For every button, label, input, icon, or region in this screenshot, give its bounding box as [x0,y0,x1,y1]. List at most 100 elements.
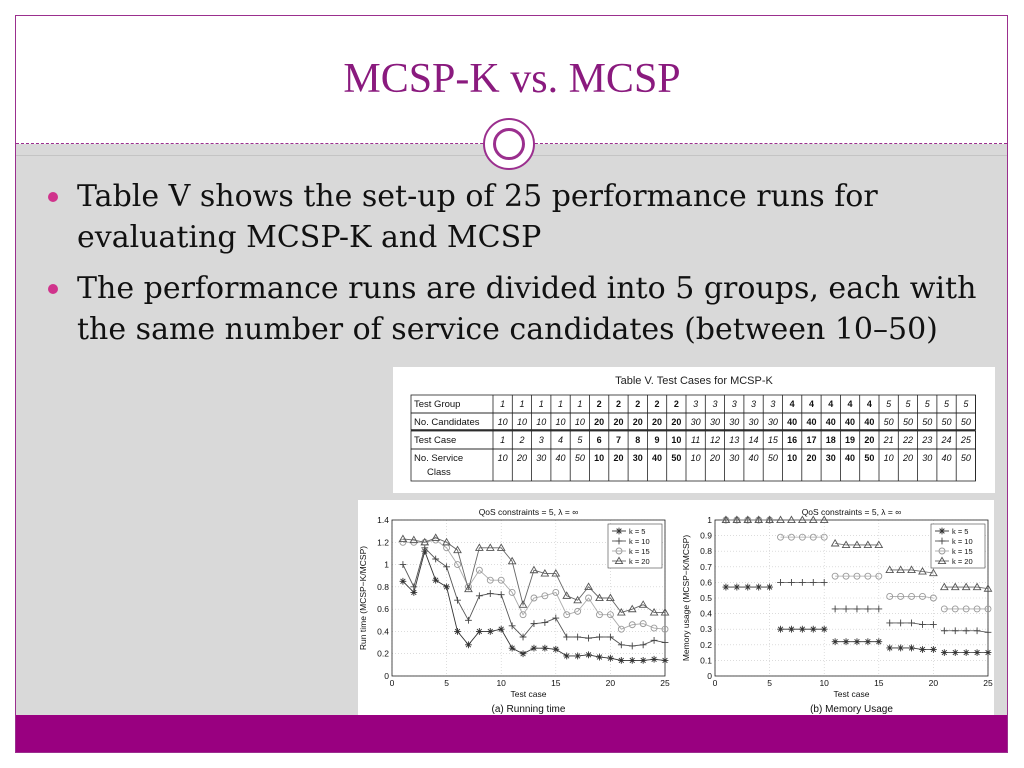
data-point-circle [563,611,571,619]
table-cell: 10 [536,417,546,427]
data-point-triangle [485,543,495,551]
data-point-plus [938,537,946,545]
data-point-triangle [442,537,451,546]
data-point-plus [454,596,461,604]
data-point-star [951,649,959,656]
data-point-triangle [765,515,774,524]
y-tick-label: 0.8 [377,582,389,592]
y-tick-label: 0.5 [700,593,712,603]
table-cell: 30 [922,453,932,463]
table-cell: 24 [941,435,952,445]
legend-label: k = 5 [629,527,645,536]
data-point-star [897,644,905,652]
table-cell: 20 [613,417,623,427]
data-point-star [596,653,603,661]
table-cell: 20 [671,417,681,427]
table-cell: 40 [806,417,816,427]
data-point-star [486,628,494,635]
table-cell: 21 [883,435,894,445]
data-point-star [820,625,828,633]
data-point-star [744,583,752,591]
data-point-triangle [918,566,927,575]
data-point-star [886,644,894,652]
table-cell: 7 [616,435,621,445]
data-point-plus [519,633,527,641]
table-cell: 4 [558,435,563,445]
data-point-star [973,649,981,656]
table-cell: 10 [594,453,604,463]
data-point-plus [777,579,784,586]
data-point-circle [864,572,872,580]
table-cell: 30 [536,453,546,463]
table-cell: 5 [886,399,892,409]
table-cell: 20 [806,453,816,463]
table-cell: 20 [902,453,913,463]
data-point-star [530,644,538,652]
series-circle [722,516,992,613]
data-point-plus [831,605,839,613]
series-triangle [398,533,670,616]
data-point-circle [628,621,636,629]
table-cell: 1 [519,399,524,409]
table-cell: 1 [500,435,505,445]
x-tick-label: 20 [606,678,616,688]
table-cell: 20 [633,417,643,427]
data-point-plus [607,633,614,641]
data-point-plus [853,605,861,613]
data-point-triangle [409,535,419,544]
data-point-plus [486,590,494,597]
data-point-star [831,638,839,646]
bullet-dot-icon [48,284,58,294]
y-axis-label: Run time (MCSP−K/MCSP) [358,546,368,650]
table-cell: 5 [577,435,583,445]
data-point-circle [798,533,806,541]
data-point-star [615,527,623,535]
series-line [889,596,934,599]
data-point-plus [530,620,538,628]
table-cell: 1 [500,399,505,409]
data-point-circle [940,605,948,613]
x-tick-label: 25 [660,678,670,688]
data-point-triangle [797,515,807,524]
data-point-triangle [732,515,742,524]
data-point-triangle [819,515,829,524]
legend-label: k = 10 [629,537,650,546]
table-cell: 2 [518,435,524,445]
data-point-plus [475,592,483,600]
data-point-star [766,583,773,591]
table-cell: 20 [516,453,527,463]
data-point-circle [787,533,795,541]
data-point-triangle [874,540,884,549]
data-point-plus [661,639,669,646]
table-cell: 3 [732,399,737,409]
table-v-graphic: Table V. Test Cases for MCSP-K Test Group… [410,375,976,482]
data-point-circle [886,592,894,600]
table-cell: 1 [539,399,544,409]
data-point-star [607,654,614,662]
data-point-star [497,625,505,633]
table-cell: 4 [790,399,795,409]
data-point-star [908,644,915,652]
data-point-star [475,628,483,635]
y-tick-label: 0.6 [377,604,389,614]
table-cell: 50 [884,417,894,427]
table-cell: 4 [867,399,872,409]
table-cell: 50 [942,417,952,427]
data-point-plus [410,583,418,591]
data-point-star [432,576,440,584]
data-point-star [930,646,937,653]
data-point-triangle [721,515,731,524]
data-point-circle [929,594,937,602]
table-cell: 1 [558,399,563,409]
data-point-circle [585,594,593,602]
y-tick-label: 0.6 [700,577,712,587]
data-point-circle [541,592,549,600]
data-point-plus [628,642,636,650]
bullet-text: The performance runs are divided into 5 … [77,271,977,347]
x-tick-label: 10 [496,678,506,688]
data-point-circle [596,611,603,619]
data-point-triangle [776,515,785,524]
data-point-triangle [841,540,851,549]
table-cell: 40 [864,417,874,427]
data-point-triangle [464,584,473,593]
